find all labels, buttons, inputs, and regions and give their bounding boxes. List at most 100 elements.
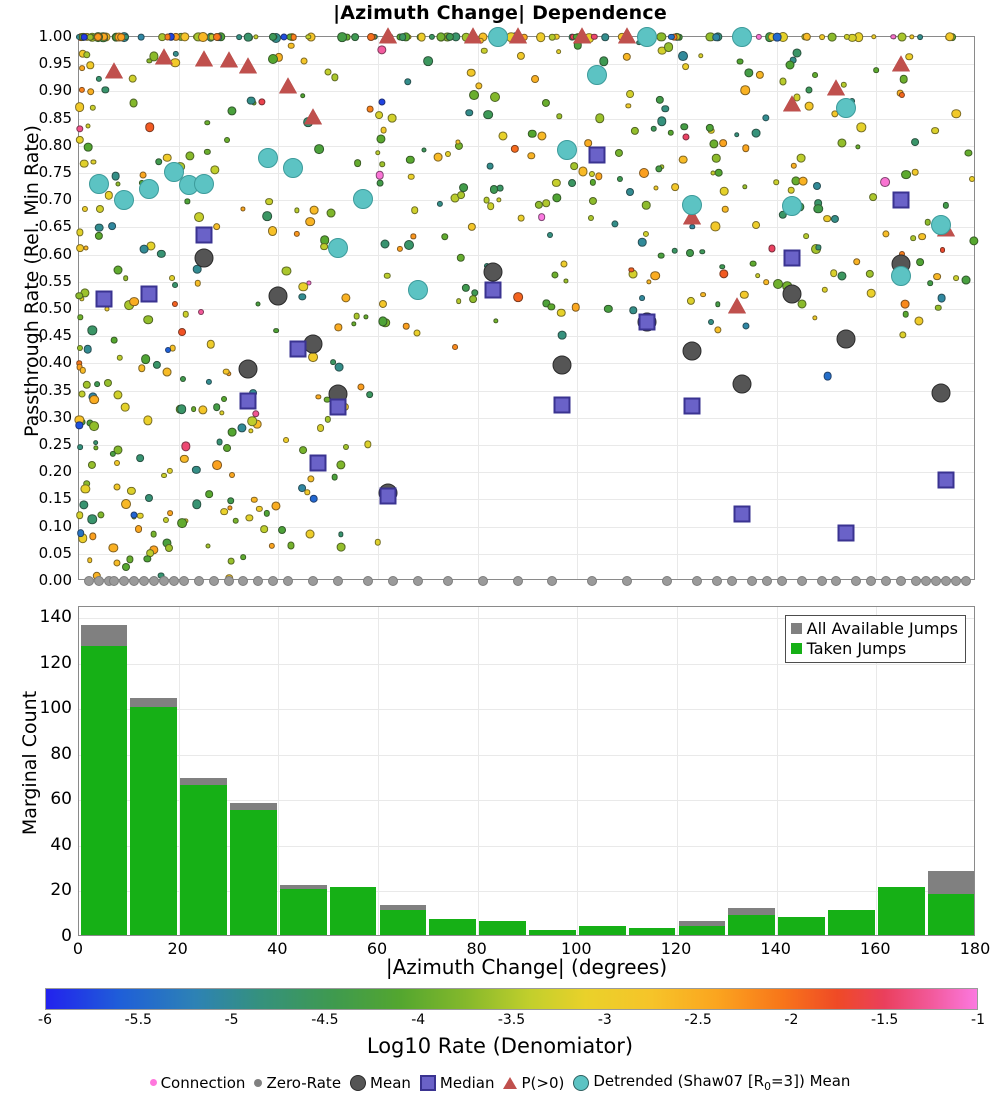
- scatter-connection-point: [324, 416, 332, 423]
- scatter-connection-point: [315, 394, 321, 400]
- scatter-connection-point: [287, 541, 295, 549]
- scatter-connection-point: [901, 169, 911, 180]
- scatter-connection-point: [475, 82, 483, 90]
- scatter-connection-point: [387, 114, 397, 123]
- colorbar-tick: -3: [597, 1012, 612, 1028]
- scatter-connection-point: [240, 206, 246, 212]
- scatter-connection-point: [552, 193, 562, 203]
- histogram-legend-item: All Available Jumps: [790, 619, 958, 639]
- bar-taken-jumps: [180, 784, 227, 935]
- scatter-connection-point: [299, 93, 306, 99]
- scatter-zero-rate-point: [253, 576, 264, 586]
- scatter-connection-point: [899, 331, 907, 339]
- scatter-connection-point: [815, 244, 821, 251]
- scatter-detrended-mean-marker: [328, 238, 349, 259]
- scatter-connection-point: [204, 148, 211, 155]
- scatter-connection-point: [423, 55, 433, 66]
- scatter-connection-point: [812, 182, 821, 191]
- scatter-connection-point: [751, 221, 760, 230]
- scatter-connection-point: [374, 539, 381, 546]
- scatter-connection-point: [177, 327, 186, 336]
- histogram-x-tick: 160: [860, 939, 891, 958]
- scatter-connection-point: [535, 32, 546, 42]
- scatter-connection-point: [375, 111, 384, 120]
- gridline: [79, 64, 974, 66]
- scatter-connection-point: [541, 98, 550, 108]
- scatter-connection-point: [755, 70, 764, 79]
- scatter-connection-point: [486, 162, 494, 170]
- gridline: [876, 607, 878, 935]
- scatter-connection-point: [143, 415, 153, 425]
- marker-legend-label: Mean: [370, 1073, 411, 1092]
- scatter-connection-point: [206, 378, 213, 385]
- scatter-connection-point: [88, 460, 97, 469]
- scatter-connection-point: [589, 197, 598, 206]
- scatter-connection-point: [681, 62, 690, 71]
- scatter-connection-point: [589, 179, 596, 186]
- scatter-connection-point: [517, 214, 525, 222]
- scatter-connection-point: [126, 555, 134, 563]
- scatter-y-tick: 0.30: [38, 407, 72, 426]
- scatter-connection-point: [733, 132, 740, 138]
- scatter-connection-point: [557, 330, 567, 340]
- scatter-connection-point: [663, 42, 674, 52]
- scatter-zero-rate-point: [881, 576, 892, 586]
- colorbar-tick: -2.5: [684, 1012, 712, 1028]
- gridline: [79, 254, 974, 256]
- histogram-legend-item: Taken Jumps: [790, 639, 958, 659]
- scatter-connection-point: [304, 489, 310, 495]
- histogram-x-tick-labels: 0 20 40 60 80 100 120 140 160 180: [73, 939, 990, 961]
- scatter-median-marker: [309, 454, 327, 472]
- scatter-connection-point: [803, 233, 809, 239]
- gridline: [178, 607, 180, 935]
- marker-legend-item: Zero-Rate: [254, 1074, 341, 1092]
- scatter-detrended-mean-marker: [731, 27, 752, 47]
- scatter-connection-point: [140, 354, 151, 365]
- scatter-connection-point: [112, 390, 123, 400]
- scatter-connection-point: [334, 362, 344, 372]
- scatter-connection-point: [376, 134, 386, 144]
- scatter-connection-point: [646, 279, 652, 285]
- scatter-connection-point: [768, 244, 776, 252]
- histogram-y-tick: 20: [50, 880, 72, 901]
- scatter-connection-point: [193, 212, 204, 222]
- scatter-connection-point: [935, 304, 942, 311]
- scatter-connection-point: [456, 253, 465, 263]
- scatter-y-tick: 0.25: [38, 435, 72, 453]
- scatter-connection-point: [226, 496, 235, 505]
- gridline: [677, 607, 678, 935]
- scatter-connection-point: [79, 367, 87, 374]
- histogram-bar: [180, 777, 227, 935]
- scatter-zero-rate-point: [268, 576, 279, 586]
- scatter-connection-point: [671, 183, 680, 192]
- scatter-connection-point: [455, 139, 461, 145]
- scatter-connection-point: [341, 293, 351, 303]
- scatter-connection-point: [406, 155, 415, 165]
- scatter-connection-point: [804, 101, 814, 111]
- scatter-pgt0-marker: [239, 57, 258, 74]
- scatter-connection-point: [481, 47, 488, 55]
- colorbar-tick: -6: [38, 1012, 52, 1028]
- scatter-connection-point: [247, 416, 257, 426]
- scatter-y-tick: 0.45: [38, 326, 72, 345]
- scatter-connection-point: [115, 181, 121, 187]
- scatter-connection-point: [961, 275, 971, 285]
- gridline: [79, 309, 974, 310]
- scatter-zero-rate-point: [711, 576, 722, 586]
- scatter-connection-point: [121, 499, 131, 510]
- bar-taken-jumps: [329, 887, 377, 935]
- scatter-connection-point: [277, 526, 286, 535]
- scatter-connection-point: [89, 104, 96, 111]
- scatter-zero-rate-point: [283, 576, 294, 586]
- scatter-connection-point: [455, 298, 462, 304]
- scatter-zero-rate-point: [363, 576, 374, 586]
- scatter-median-marker: [937, 471, 955, 489]
- scatter-median-marker: [588, 146, 606, 164]
- scatter-pgt0-marker: [508, 27, 527, 44]
- scatter-connection-point: [75, 292, 84, 300]
- scatter-connection-point: [378, 300, 387, 309]
- scatter-connection-point: [110, 337, 118, 344]
- histogram-y-tick: 60: [50, 789, 72, 810]
- scatter-connection-point: [309, 494, 319, 504]
- colorbar-tick: -5.5: [124, 1012, 152, 1028]
